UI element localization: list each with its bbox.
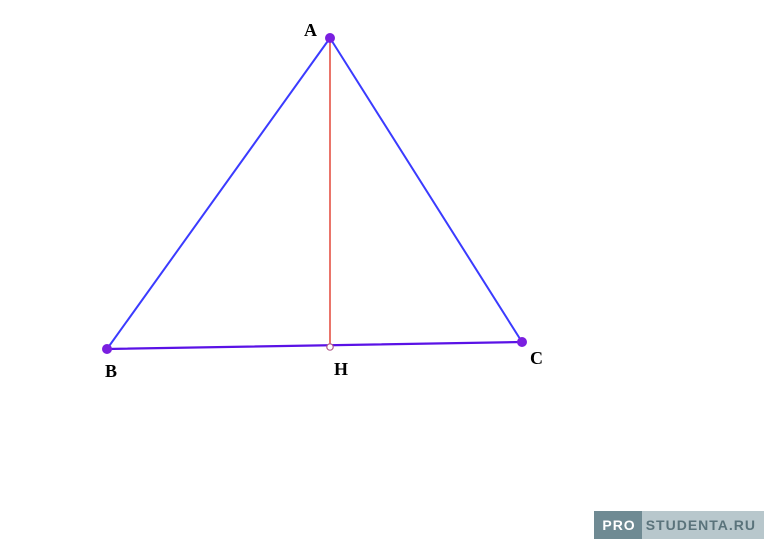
- watermark-rest: STUDENTA.RU: [642, 511, 764, 539]
- label-h: H: [334, 359, 348, 380]
- label-a: A: [304, 20, 317, 41]
- watermark-pro: PRO: [594, 511, 641, 539]
- edge-ab: [107, 38, 330, 349]
- label-c: C: [530, 348, 543, 369]
- triangle-diagram: [0, 0, 770, 545]
- vertex-b-point: [103, 345, 112, 354]
- vertex-h-point: [327, 344, 333, 350]
- label-b: B: [105, 361, 117, 382]
- vertices: [103, 34, 527, 354]
- vertex-a-point: [326, 34, 335, 43]
- edge-ac: [330, 38, 522, 342]
- watermark: PRO STUDENTA.RU: [594, 511, 764, 539]
- edges: [107, 38, 522, 349]
- edge-bc: [107, 342, 522, 349]
- vertex-c-point: [518, 338, 527, 347]
